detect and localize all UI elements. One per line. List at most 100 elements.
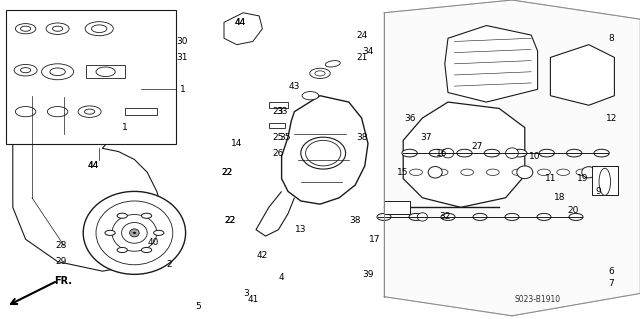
Text: 19: 19	[577, 174, 588, 183]
Circle shape	[435, 169, 448, 175]
Circle shape	[569, 213, 583, 220]
Text: 22: 22	[225, 216, 236, 225]
Text: 20: 20	[567, 206, 579, 215]
Ellipse shape	[442, 148, 454, 158]
Text: 28: 28	[55, 241, 67, 250]
Circle shape	[429, 149, 445, 157]
Circle shape	[141, 248, 152, 253]
Circle shape	[511, 149, 527, 157]
Ellipse shape	[506, 148, 518, 159]
Circle shape	[486, 169, 499, 175]
Circle shape	[512, 169, 525, 175]
Circle shape	[84, 109, 95, 114]
Text: 17: 17	[369, 235, 380, 244]
Polygon shape	[550, 45, 614, 105]
Ellipse shape	[582, 167, 596, 178]
Circle shape	[50, 68, 65, 76]
Bar	[269, 102, 288, 108]
Circle shape	[505, 213, 519, 220]
Circle shape	[566, 149, 582, 157]
Text: 22: 22	[221, 168, 233, 177]
Circle shape	[410, 169, 422, 175]
Text: 35: 35	[279, 133, 291, 142]
Circle shape	[473, 213, 487, 220]
Polygon shape	[403, 102, 525, 207]
Text: 16: 16	[436, 149, 447, 158]
Bar	[269, 123, 285, 128]
Circle shape	[302, 92, 319, 100]
Circle shape	[576, 169, 589, 175]
Circle shape	[537, 213, 551, 220]
Text: 24: 24	[356, 31, 367, 40]
Text: 38: 38	[356, 133, 367, 142]
Circle shape	[96, 67, 115, 77]
Text: 44: 44	[87, 161, 99, 170]
Text: S023-B1910: S023-B1910	[515, 295, 561, 304]
Text: 26: 26	[273, 149, 284, 158]
Circle shape	[20, 68, 31, 73]
Text: 13: 13	[295, 225, 307, 234]
Circle shape	[539, 149, 554, 157]
Circle shape	[92, 25, 107, 33]
Bar	[384, 201, 410, 214]
Text: 5: 5	[196, 302, 201, 311]
Circle shape	[310, 68, 330, 78]
Text: 1: 1	[180, 85, 185, 94]
Ellipse shape	[83, 191, 186, 274]
Circle shape	[594, 149, 609, 157]
Text: 44: 44	[234, 18, 246, 27]
Circle shape	[461, 169, 474, 175]
Text: 34: 34	[362, 47, 374, 56]
Circle shape	[46, 23, 69, 34]
Polygon shape	[384, 0, 640, 316]
Text: 31: 31	[177, 53, 188, 62]
Circle shape	[52, 26, 63, 31]
Ellipse shape	[325, 61, 340, 67]
Text: 8: 8	[609, 34, 614, 43]
Text: 30: 30	[177, 37, 188, 46]
Text: 41: 41	[247, 295, 259, 304]
Text: 23: 23	[273, 107, 284, 116]
Text: 37: 37	[420, 133, 431, 142]
Circle shape	[42, 64, 74, 80]
Text: 15: 15	[397, 168, 409, 177]
Polygon shape	[282, 96, 368, 204]
Ellipse shape	[306, 140, 341, 166]
Circle shape	[47, 107, 68, 117]
Text: 44: 44	[87, 161, 99, 170]
Circle shape	[78, 106, 101, 117]
Circle shape	[117, 248, 127, 253]
Circle shape	[377, 213, 391, 220]
Text: 22: 22	[221, 168, 233, 177]
Circle shape	[20, 26, 31, 31]
Polygon shape	[13, 89, 166, 271]
Circle shape	[595, 169, 608, 175]
Text: 38: 38	[349, 216, 361, 225]
Text: 36: 36	[404, 114, 415, 122]
Text: 10: 10	[529, 152, 540, 161]
Text: 43: 43	[289, 82, 300, 91]
Circle shape	[457, 149, 472, 157]
Text: 1: 1	[122, 123, 127, 132]
Bar	[86, 65, 125, 78]
Text: 27: 27	[471, 142, 483, 151]
Text: 33: 33	[276, 107, 287, 116]
Text: FR.: FR.	[54, 276, 72, 286]
Circle shape	[15, 107, 36, 117]
Ellipse shape	[122, 223, 147, 243]
Ellipse shape	[96, 201, 173, 265]
Circle shape	[85, 22, 113, 36]
Ellipse shape	[301, 137, 346, 169]
Circle shape	[154, 230, 164, 235]
Circle shape	[441, 213, 455, 220]
Circle shape	[557, 169, 570, 175]
Bar	[592, 166, 618, 195]
Circle shape	[402, 149, 417, 157]
Circle shape	[133, 232, 136, 234]
Ellipse shape	[428, 167, 442, 178]
Circle shape	[538, 169, 550, 175]
Text: 42: 42	[257, 251, 268, 260]
Circle shape	[105, 230, 115, 235]
Ellipse shape	[129, 229, 140, 237]
Text: 2: 2	[167, 260, 172, 269]
